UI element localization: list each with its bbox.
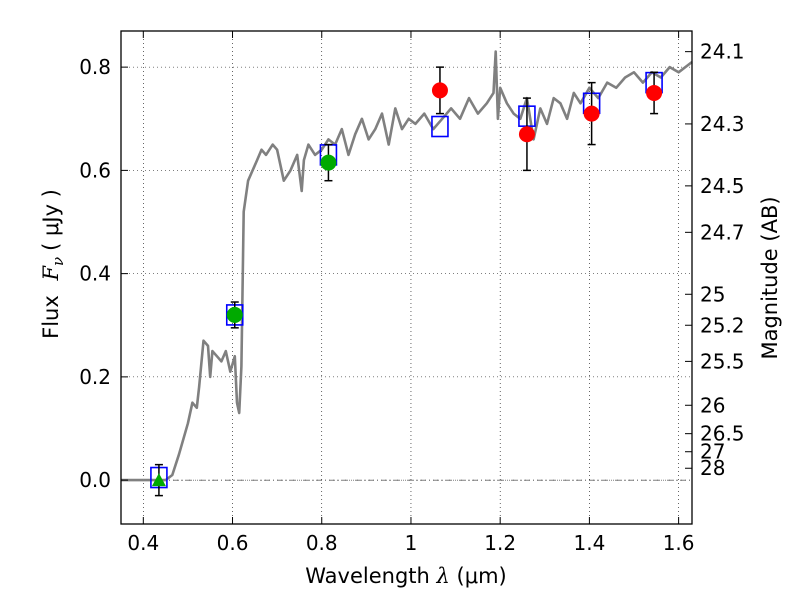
y2-tick-label: 25.5 — [700, 349, 745, 373]
marker-layer — [150, 66, 663, 497]
x-axis-label-text: Wavelength — [305, 564, 430, 588]
x-tick-label: 1 — [405, 531, 418, 555]
x-tick-label: 1.2 — [484, 531, 516, 555]
x-axis-label-symbol: λ — [436, 564, 450, 588]
x-tick-label: 0.6 — [217, 531, 249, 555]
observed-data-point — [646, 84, 663, 101]
y-tick-label: 0.0 — [79, 468, 111, 492]
spectrum-layer — [121, 50, 693, 482]
y2-tick-label: 24.7 — [700, 220, 745, 244]
y-tick-label: 0.6 — [79, 158, 111, 182]
x-tick-label: 0.8 — [306, 531, 338, 555]
x-axis-label: Wavelength λ (μm) — [305, 564, 506, 588]
upper-limit-point — [151, 473, 166, 487]
y2-tick-label: 27 — [700, 440, 725, 464]
y2-axis-label: Magnitude (AB) — [758, 196, 782, 359]
y2-tick-label: 26 — [700, 393, 725, 417]
model-spectrum-line — [121, 50, 693, 482]
x-axis-label-unit: (μm) — [457, 564, 507, 588]
grid — [121, 31, 692, 524]
y-axis-label-unit: ( μJy ) — [39, 189, 63, 251]
y2-tick-label: 24.3 — [700, 112, 745, 136]
observed-data-point — [431, 82, 448, 99]
y2-tick-label: 28 — [700, 456, 725, 480]
y2-tick-label: 24.5 — [700, 174, 745, 198]
model-photometry-point — [431, 115, 449, 138]
y-tick-label: 0.8 — [79, 55, 111, 79]
observed-data-point — [226, 306, 243, 323]
y-axis-label: Flux Fν ( μJy ) — [39, 189, 67, 339]
x-tick-label: 0.4 — [127, 531, 159, 555]
observed-data-point — [583, 105, 600, 122]
x-tick-label: 1.6 — [663, 531, 695, 555]
observed-data-point — [320, 154, 337, 171]
y-axis-label-text: Flux — [39, 295, 63, 339]
y-tick-label: 0.2 — [79, 365, 111, 389]
y-axis-label-symbol: F — [39, 265, 63, 282]
y2-tick-label: 25 — [700, 282, 725, 306]
y-tick-label: 0.4 — [79, 262, 111, 286]
y2-tick-label: 26.5 — [700, 422, 745, 446]
x-tick-label: 1.4 — [573, 531, 605, 555]
observed-data-point — [518, 126, 535, 143]
y2-tick-label: 24.1 — [700, 40, 745, 64]
ticks: 0.4 0.6 0.8 1 1.2 1.4 1.6 0.0 0.2 0.4 0.6 0.8 24.1 24… — [79, 31, 745, 555]
y-axis-label-subscript: ν — [49, 257, 67, 266]
y2-tick-label: 25.2 — [700, 313, 745, 337]
plot-frame — [120, 30, 693, 525]
